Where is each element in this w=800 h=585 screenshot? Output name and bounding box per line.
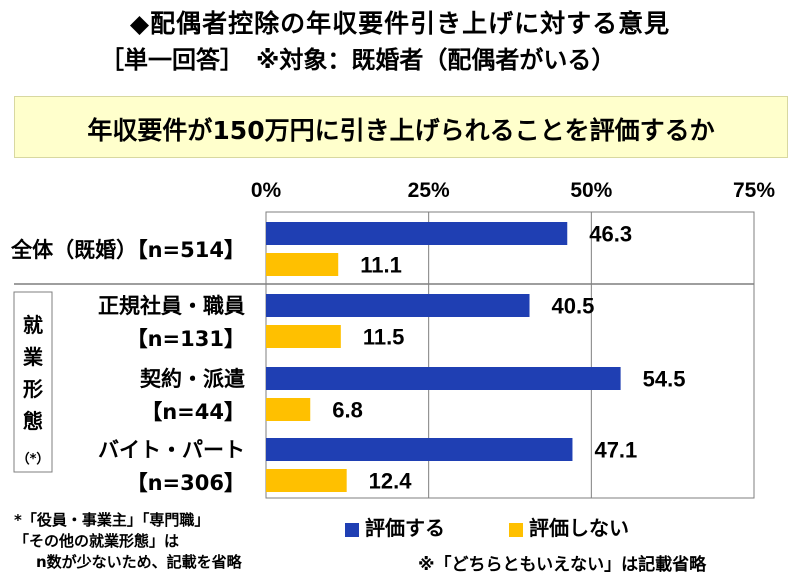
footnote-line: 「その他の就業形態」は (14, 532, 180, 550)
bar-positive (266, 222, 568, 245)
footnote-line: *「役員・事業主」「専門職」 (14, 511, 210, 529)
category-label-n: 【n=306】 (127, 471, 245, 495)
footnote-line: n数が少ないため、記載を省略 (36, 553, 242, 571)
data-label: 54.5 (643, 367, 686, 392)
category-label: 全体（既婚）【n=514】 (10, 238, 245, 262)
data-label: 47.1 (594, 438, 637, 463)
bar-positive (266, 367, 621, 390)
group-label-char: 就 (23, 313, 43, 337)
legend-label-negative: 評価しない (529, 516, 629, 540)
chart-title: ◆配偶者控除の年収要件引き上げに対する意見 (129, 9, 671, 38)
footnote-right: ※「どちらともいえない」は記載省略 (418, 555, 707, 575)
data-label: 46.3 (589, 222, 632, 247)
legend-label-positive: 評価する (365, 516, 445, 540)
category-label: 正規社員・職員 (98, 294, 245, 318)
data-label: 6.8 (332, 398, 363, 423)
group-label-char: 業 (23, 345, 44, 369)
legend-swatch-negative (509, 522, 523, 537)
group-label-char: 態 (23, 409, 43, 433)
group-label-note: （*） (17, 451, 50, 467)
group-bracket (13, 291, 53, 473)
legend-swatch-positive (345, 522, 359, 537)
data-label: 11.5 (363, 325, 405, 350)
bar-positive (266, 438, 573, 461)
bar-negative (266, 398, 311, 421)
category-label: バイト・パート (98, 438, 245, 462)
legend-item-negative: 評価しない (509, 512, 629, 541)
chart-subtitle: ［単一回答］ ※対象：既婚者（配偶者がいる） (100, 46, 616, 74)
question-banner: 年収要件が150万円に引き上げられることを評価するか (14, 96, 788, 158)
data-label: 11.1 (360, 253, 402, 278)
plot-frame (265, 211, 755, 499)
group-label-char: 形 (23, 377, 43, 401)
footnote-left: *「役員・事業主」「専門職」 「その他の就業形態」は n数が少ないため、記載を省… (14, 510, 242, 573)
data-label: 40.5 (552, 294, 595, 319)
category-label: 契約・派遣 (139, 367, 245, 391)
bar-negative (266, 469, 347, 492)
question-text: 年収要件が150万円に引き上げられることを評価するか (87, 116, 715, 145)
bar-negative (266, 253, 339, 276)
bar-negative (266, 325, 341, 348)
category-label-n: 【n=131】 (127, 327, 245, 351)
x-tick-label: 0% (251, 179, 282, 202)
data-label: 12.4 (369, 469, 413, 494)
legend-item-positive: 評価する (345, 512, 445, 541)
x-tick-label: 75% (733, 179, 775, 202)
x-tick-label: 50% (570, 179, 612, 202)
category-label-n: 【n=44】 (141, 400, 245, 424)
bar-positive (266, 294, 530, 317)
x-tick-label: 25% (408, 179, 450, 202)
